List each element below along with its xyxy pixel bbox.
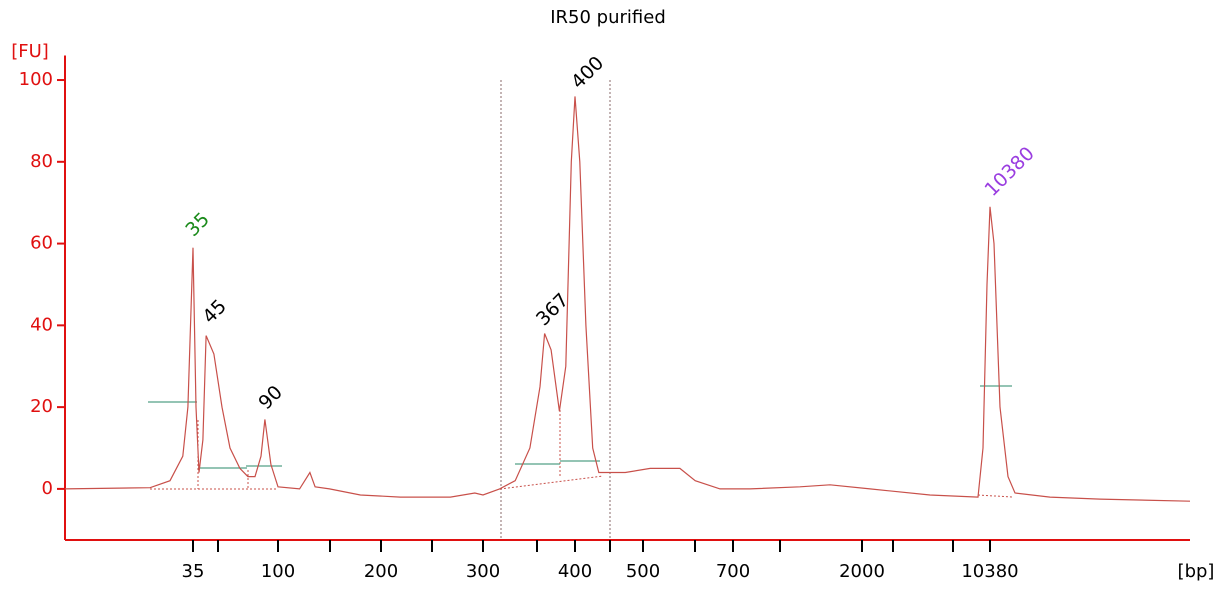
y-tick-label: 20 (30, 396, 53, 417)
x-tick-label: 200 (364, 561, 398, 582)
x-tick-label: 100 (261, 561, 295, 582)
peak-label: 90 (254, 381, 287, 414)
y-tick-label: 60 (30, 233, 53, 254)
x-tick-label: 10380 (961, 561, 1018, 582)
trace (64, 96, 1191, 502)
x-axis-label: [bp] (1178, 561, 1215, 582)
x-tick-label: 400 (558, 561, 592, 582)
peak-label: 45 (198, 295, 231, 328)
peak-label: 400 (567, 52, 608, 93)
baseline (499, 475, 604, 490)
x-tick-label: 2000 (839, 561, 885, 582)
y-axis-label: [FU] (11, 41, 49, 62)
x-tick-label: 35 (182, 561, 205, 582)
y-tick-label: 0 (42, 478, 53, 499)
region-markers (500, 80, 611, 540)
chart-title: IR50 purified (550, 7, 666, 28)
baseline (977, 494, 1013, 498)
y-tick-label: 80 (30, 151, 53, 172)
y-tick-label: 40 (30, 314, 53, 335)
peak-label: 35 (181, 208, 214, 241)
x-tick-label: 700 (716, 561, 750, 582)
baselines (150, 410, 1013, 498)
x-tick-label: 500 (626, 561, 660, 582)
y-tick-label: 100 (19, 69, 53, 90)
peak-label: 10380 (980, 142, 1038, 200)
x-tick-label: 300 (466, 561, 500, 582)
